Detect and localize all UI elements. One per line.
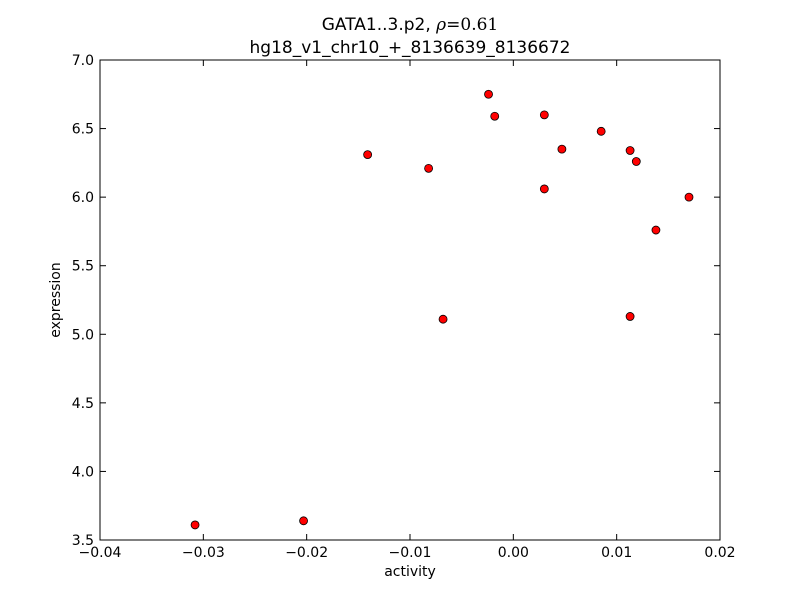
data-point [625,312,635,321]
y-tick-label: 4.5 [72,396,94,412]
data-point [539,110,549,120]
data-point [190,520,200,530]
data-point [539,184,549,194]
y-tick-label: 5.5 [72,259,94,275]
y-tick-label: 4.0 [72,464,94,480]
chart-title: GATA1..3.p2, ρ=0.61 [322,15,499,35]
data-point [651,225,661,235]
y-tick-label: 6.0 [72,190,94,206]
data-point [299,516,308,526]
data-point [631,157,641,166]
data-point [363,150,373,160]
x-tick-label: 0.02 [704,545,735,561]
data-point [596,126,606,136]
data-point [484,89,493,99]
data-point [490,111,500,121]
y-tick-label: 6.5 [72,122,94,138]
x-tick-label: 0.01 [601,545,632,561]
data-point [557,144,567,154]
axis-ticks: −0.04 −0.03 −0.02 −0.01 0.00 0.01 0.02 3.5 4.0 4.… [72,53,736,561]
x-tick-label: 0.00 [498,545,529,561]
x-tick-label: −0.02 [285,545,328,561]
data-point [625,146,635,155]
x-tick-label: −0.04 [79,545,122,561]
y-tick-label: 5.0 [72,327,94,343]
chart-subtitle: hg18_v1_chr10_+_8136639_8136672 [250,38,571,58]
y-axis-label: expression [48,262,64,338]
data-points [190,89,694,530]
data-point [438,314,448,324]
data-point [424,163,434,173]
data-point [684,192,694,202]
x-tick-label: −0.01 [389,545,432,561]
plot-area [100,60,720,540]
x-axis-label: activity [384,564,436,580]
plot-frame [99,59,721,541]
x-tick-label: −0.03 [182,545,225,561]
y-tick-label: 3.5 [72,533,94,549]
y-tick-label: 7.0 [72,53,94,69]
